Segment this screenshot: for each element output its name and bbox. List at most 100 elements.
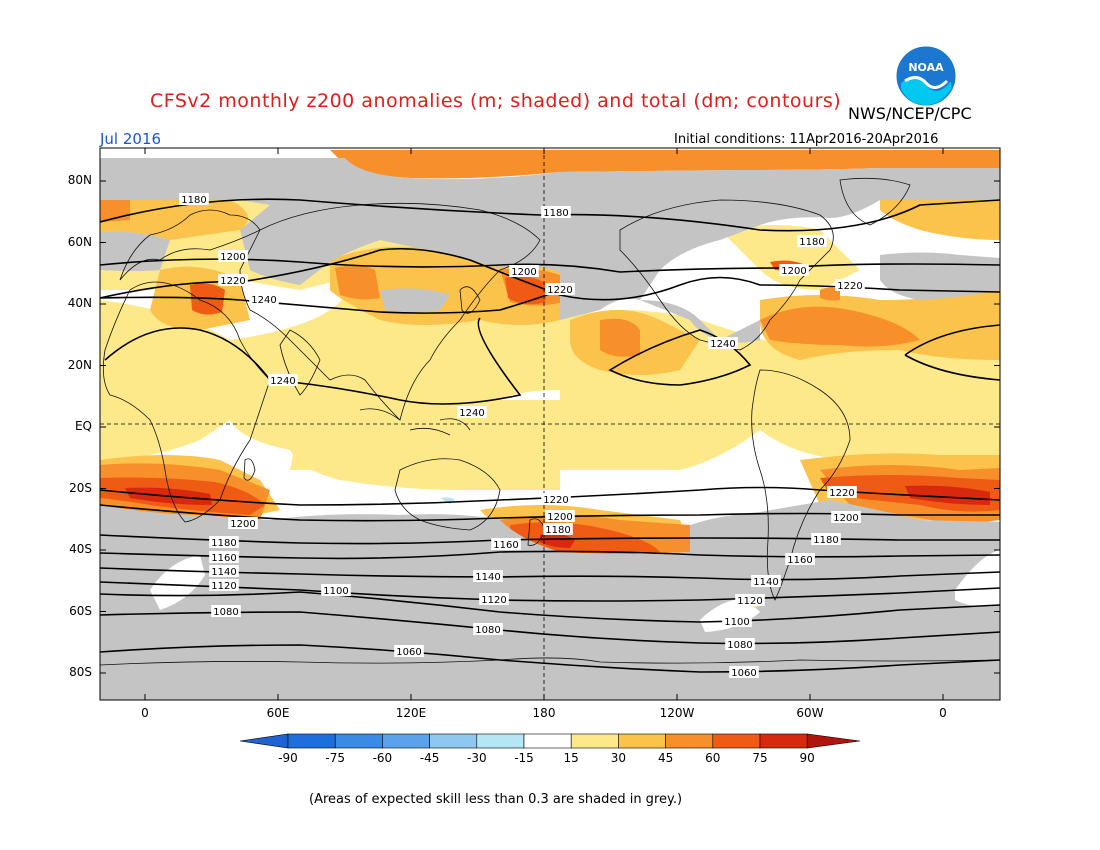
colorbar-swatch (523, 733, 572, 749)
contour-label-bg (228, 517, 258, 529)
colorbar-swatch (287, 733, 336, 749)
contour-label: 1180 (813, 535, 838, 546)
contour-label: 1080 (475, 625, 500, 636)
contour-label-bg (479, 593, 509, 605)
contour-label-bg (394, 645, 424, 657)
contour-label: 1180 (799, 237, 824, 248)
contour-1240-pacific (608, 329, 752, 386)
contour-label-bg (509, 265, 539, 277)
contour-1240-atlantic (904, 324, 1000, 381)
contour-label-bg (541, 206, 571, 218)
lat-label: 20S (69, 480, 92, 495)
colorbar-tick-label: 60 (705, 751, 721, 765)
colorbar-left-arrow (239, 733, 289, 749)
contour-label: 1200 (511, 267, 536, 278)
coast-antarctica (100, 657, 1000, 666)
contour-label-bg (735, 594, 765, 606)
colorbar-swatch (334, 733, 383, 749)
contour-label: 1160 (787, 555, 812, 566)
contour-label-bg (797, 235, 827, 247)
contour-label: 1220 (829, 488, 854, 499)
contour-label-bg (725, 638, 755, 650)
forecast-month: Jul 2016 (100, 130, 162, 148)
lat-label: 40S (69, 542, 92, 556)
lat-label: 60S (69, 603, 92, 618)
colorbar-tick-label: 90 (799, 751, 815, 765)
colorbar-swatch (618, 733, 666, 749)
contour-label: 1120 (211, 581, 236, 592)
contour-label-bg (209, 579, 239, 591)
colorbar-swatch (476, 733, 525, 749)
colorbar-tick-label: -60 (372, 751, 393, 765)
reference-lines (100, 148, 1000, 700)
contour-label: 1240 (459, 408, 484, 419)
coast-australia (394, 458, 501, 531)
contour-label-bg (457, 406, 487, 418)
coast-asia (239, 202, 541, 421)
contour-1240-nh (100, 289, 561, 314)
colorbar-swatch (759, 733, 808, 749)
contour-label: 1120 (481, 595, 506, 606)
map-frame (99, 147, 1001, 701)
contour-label-bg (708, 337, 738, 349)
coast-indonesia (359, 408, 471, 436)
lat-label: 60N (67, 234, 92, 249)
contour-label: 1100 (724, 617, 749, 628)
colorbar-swatch (570, 733, 619, 749)
contour-label: 1220 (547, 285, 572, 296)
lon-label: 60W (796, 706, 824, 720)
lat-label: 20N (67, 357, 92, 372)
lat-label: 80N (67, 173, 92, 187)
coast-madagascar (243, 458, 256, 481)
colorbar-tick-label: -45 (419, 751, 440, 765)
contour-label: 1140 (753, 577, 778, 588)
skill-footnote: (Areas of expected skill less than 0.3 a… (309, 792, 683, 807)
coast-north-america (619, 199, 834, 351)
initial-conditions: Initial conditions: 11Apr2016-20Apr2016 (674, 132, 939, 147)
contour-label-bg (541, 493, 571, 505)
lat-label: EQ (74, 419, 92, 433)
colorbar-right-arrow (806, 733, 861, 749)
contour-label-bg (811, 533, 841, 545)
colorbar-swatch (382, 733, 430, 749)
contour-label: 1200 (220, 252, 245, 263)
contour-label: 1220 (543, 495, 568, 506)
colorbar-tick-label: 15 (563, 751, 579, 765)
contour-label-bg (722, 615, 752, 627)
contour-label-bg (268, 374, 298, 386)
contour-label: 1160 (493, 540, 518, 551)
colorbar-swatch (712, 733, 761, 749)
logo-text: NOAA (908, 61, 944, 74)
lat-label: 80S (69, 665, 92, 679)
colorbar-swatch (429, 733, 478, 749)
contour-label-bg (218, 274, 248, 286)
contour-label: 1160 (211, 553, 236, 564)
contour-label: 1060 (396, 647, 421, 658)
contour-label-bg (785, 553, 815, 565)
contour-label: 1220 (837, 281, 862, 292)
contour-label-bg (473, 570, 503, 582)
contour-label: 1240 (710, 339, 735, 350)
noaa-logo-icon: NOAA (895, 45, 957, 107)
contour-label: 1180 (181, 195, 206, 206)
contour-1200-nh (100, 258, 1000, 273)
contour-label: 1180 (543, 208, 568, 219)
colorbar-tick-label: -30 (466, 751, 487, 765)
contour-label-bg (218, 250, 248, 262)
contour-label: 1080 (727, 640, 752, 651)
contour-label: 1200 (781, 266, 806, 277)
contour-1160-sh (100, 550, 1000, 560)
lon-label: 60E (266, 706, 290, 720)
contour-label: 1060 (731, 668, 756, 679)
contour-label: 1200 (833, 513, 858, 524)
coast-south-america (751, 369, 851, 601)
lon-label: 120E (395, 706, 427, 720)
contour-label: 1080 (213, 607, 238, 618)
contour-label: 1200 (230, 519, 255, 530)
contour-label: 1140 (211, 567, 236, 578)
coast-greenland (839, 177, 911, 226)
anomaly-map: 1180 1180 1180 1200 1200 1200 1220 1220 1220 1240… (99, 147, 1001, 701)
contour-label-bg (835, 279, 865, 291)
colorbar-tick-label: -75 (325, 751, 345, 765)
contour-label-bg (543, 523, 573, 535)
